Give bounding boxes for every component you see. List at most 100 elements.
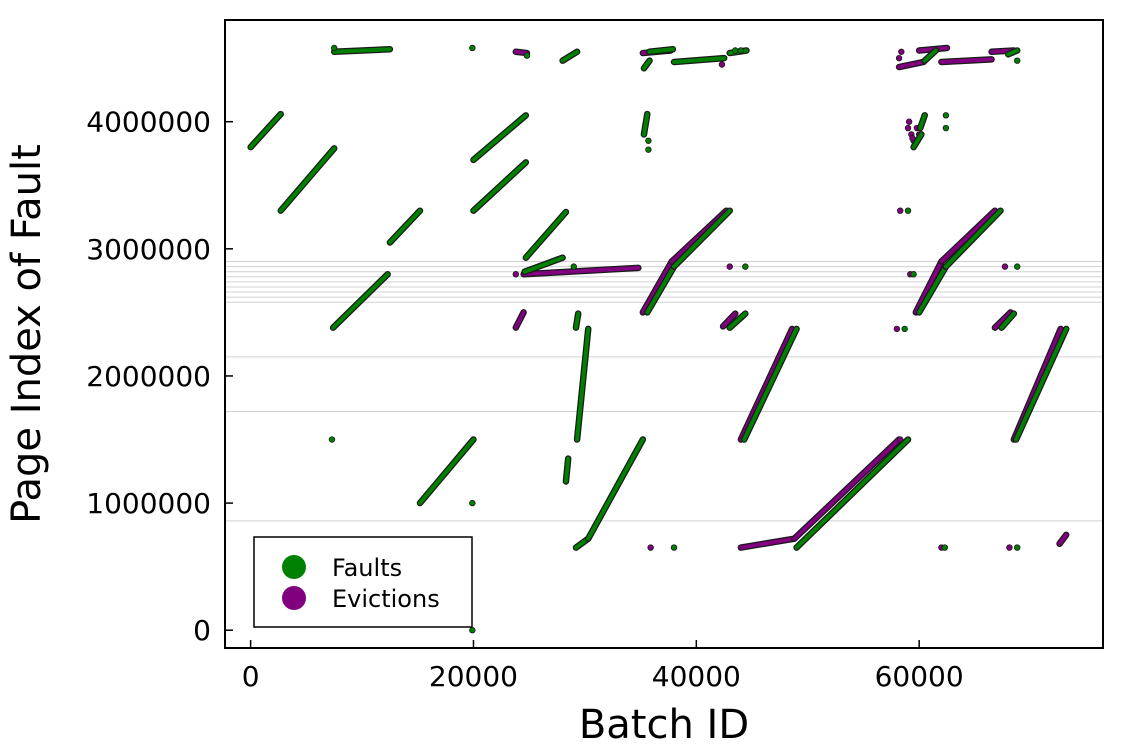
faults-point (942, 112, 950, 119)
faults-point (523, 52, 531, 59)
evictions-point (895, 54, 903, 62)
faults-point (732, 47, 739, 54)
series-faults (247, 44, 1070, 634)
faults-segment (523, 209, 568, 260)
faults-segment (417, 437, 476, 506)
evictions-segment (1057, 532, 1069, 546)
x-tick-label: 60000 (875, 660, 964, 693)
faults-segment (672, 208, 732, 269)
faults-point (670, 544, 678, 551)
faults-point (1014, 544, 1021, 551)
evictions-point (1001, 263, 1009, 270)
faults-point (469, 499, 476, 507)
faults-point (469, 44, 476, 52)
legend-marker-evictions (282, 586, 306, 610)
faults-point (469, 627, 476, 634)
evictions-point (893, 325, 901, 333)
x-axis-title: Batch ID (579, 702, 749, 748)
x-tick-label: 0 (242, 660, 260, 693)
faults-segment (918, 113, 927, 131)
faults-segment (563, 456, 571, 484)
evictions-point (647, 544, 654, 551)
faults-point (330, 44, 338, 52)
evictions-segment (792, 437, 902, 541)
faults-segment (575, 326, 591, 442)
evictions-segment (939, 57, 994, 64)
evictions-segment (513, 49, 529, 56)
faults-segment (331, 272, 390, 330)
faults-segment (248, 112, 283, 150)
faults-segment (278, 146, 337, 213)
x-tick-label: 40000 (652, 660, 741, 693)
faults-point (1014, 263, 1021, 270)
evictions-point (726, 263, 733, 270)
evictions-point (897, 207, 904, 214)
faults-segment (560, 49, 580, 63)
faults-segment (1014, 326, 1069, 442)
y-axis-title: Page Index of Fault (4, 144, 50, 524)
faults-point (328, 436, 336, 443)
faults-point (910, 271, 917, 278)
faults-segment (645, 264, 677, 315)
evictions-point (898, 48, 905, 55)
evictions-segment (939, 208, 997, 264)
faults-point (1014, 57, 1021, 64)
evictions-segment (721, 311, 738, 329)
faults-segment (999, 311, 1016, 330)
faults-segment (943, 208, 1003, 269)
y-tick-label: 1000000 (86, 487, 211, 520)
legend-marker-faults (282, 555, 306, 579)
faults-segment (794, 437, 911, 550)
evictions-segment (992, 310, 1013, 330)
plot-series (247, 44, 1070, 634)
faults-segment (586, 437, 645, 541)
faults-segment (641, 112, 650, 137)
faults-segment (742, 326, 799, 442)
faults-segment (522, 255, 565, 274)
y-tick-label: 4000000 (86, 106, 211, 139)
faults-point (742, 263, 749, 270)
legend: Faults Evictions (253, 536, 473, 628)
legend-label-faults: Faults (332, 554, 402, 582)
faults-segment (1006, 48, 1020, 57)
evictions-segment (897, 59, 926, 70)
evictions-segment (738, 536, 797, 550)
faults-segment (922, 48, 938, 63)
faults-segment (647, 47, 675, 54)
faults-point (904, 207, 912, 214)
faults-segment (387, 208, 422, 245)
faults-segment (471, 160, 528, 213)
y-tick-label: 3000000 (86, 233, 211, 266)
evictions-point (905, 118, 913, 125)
faults-segment (471, 113, 528, 162)
faults-segment (672, 56, 727, 64)
faults-segment (641, 58, 652, 71)
series-evictions (512, 44, 1070, 551)
evictions-point (718, 61, 726, 68)
faults-point (942, 124, 950, 132)
faults-point (570, 263, 577, 270)
evictions-point (1006, 544, 1013, 551)
faults-segment (911, 132, 924, 150)
faults-segment (727, 311, 748, 330)
faults-segment (332, 47, 392, 54)
faults-point (645, 137, 652, 144)
y-axis-ticks: 0 1000000 2000000 3000000 4000000 (86, 106, 233, 647)
y-tick-label: 0 (193, 614, 211, 647)
faults-point (901, 325, 908, 333)
x-axis-ticks: 0 20000 40000 60000 (242, 640, 964, 693)
x-tick-label: 20000 (429, 660, 518, 693)
faults-point (941, 544, 948, 551)
legend-label-evictions: Evictions (332, 585, 440, 613)
faults-segment (573, 311, 581, 330)
evictions-segment (640, 259, 674, 315)
plot-frame (224, 19, 1104, 649)
evictions-point (904, 124, 912, 132)
faults-segment (917, 264, 948, 315)
faults-point (737, 47, 745, 54)
evictions-point (512, 271, 520, 278)
evictions-segment (521, 265, 641, 277)
evictions-segment (513, 310, 526, 330)
evictions-point (897, 436, 904, 443)
